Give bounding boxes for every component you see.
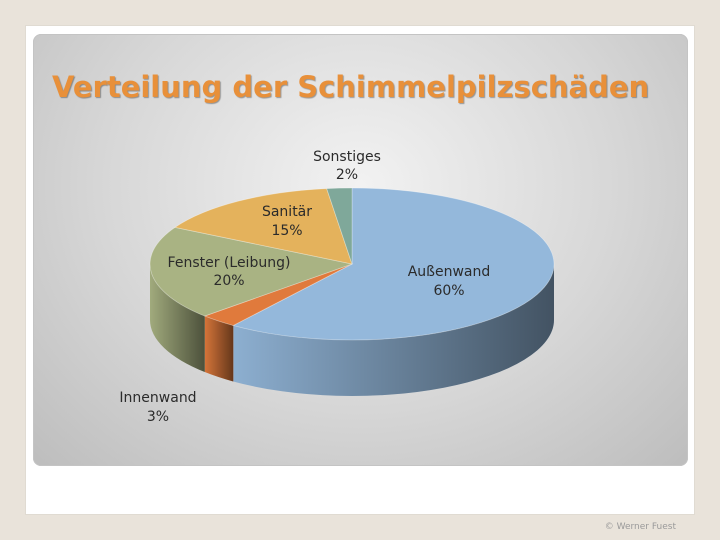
label-aussenwand-name: Außenwand <box>408 264 491 280</box>
label-sanitaer-value: 15% <box>271 223 302 239</box>
pie-sides <box>150 264 554 396</box>
pie-slice-fenster-leibung <box>149 226 354 317</box>
label-sonstiges-name: Sonstiges <box>313 149 381 165</box>
pie-side-shade-aussenwand <box>233 264 554 396</box>
pie-slice-sanitaer <box>173 188 353 265</box>
copyright-note: © Werner Fuest <box>604 522 676 532</box>
pie-side-shade-fenster-leibung <box>150 264 205 373</box>
label-innenwand-value: 3% <box>147 409 169 425</box>
label-fenster-name: Fenster (Leibung) <box>168 255 291 271</box>
label-sonstiges-value: 2% <box>336 167 358 183</box>
label-innenwand-name: Innenwand <box>119 390 196 406</box>
label-aussenwand-value: 60% <box>433 283 464 299</box>
label-fenster-value: 20% <box>213 273 244 289</box>
pie-slice-sonstiges <box>326 187 353 265</box>
pie-slice-innenwand <box>203 263 353 326</box>
pie-slice-aussenwand <box>232 187 555 341</box>
pie-side-shade-innenwand <box>204 316 234 382</box>
slide-title: Verteilung der Schimmelpilzschäden <box>52 70 650 104</box>
label-sanitaer-name: Sanitär <box>262 204 312 220</box>
pie-tops <box>149 187 555 341</box>
